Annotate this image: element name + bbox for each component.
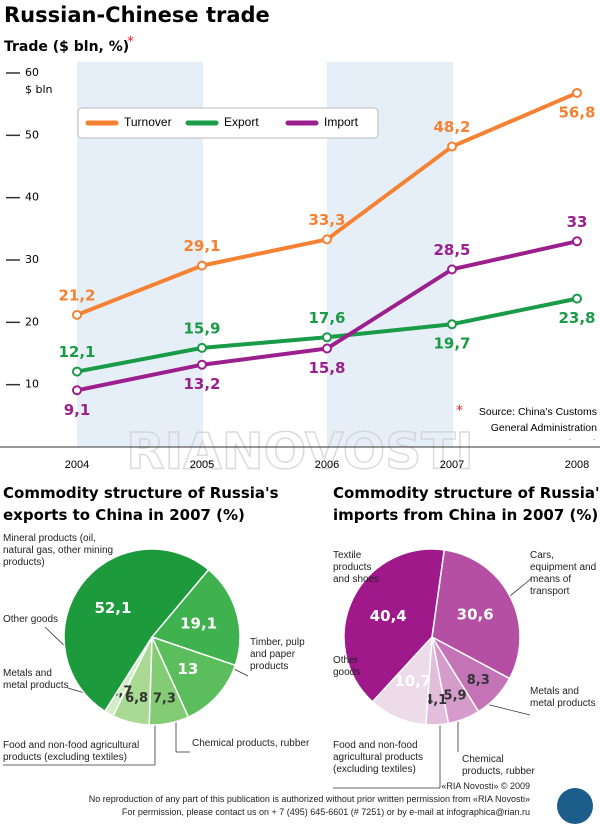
data-label: 13,2: [183, 375, 220, 393]
slice-label: Mineral products (oil, natural gas, othe…: [3, 533, 114, 568]
legend-label: Turnover: [124, 115, 172, 129]
point: [447, 319, 457, 330]
point: [322, 234, 332, 245]
data-label: 56,8: [558, 103, 595, 121]
footer-line: For permission, please contact us on + 7…: [121, 807, 530, 817]
data-label: 28,5: [433, 241, 470, 259]
point: [572, 236, 582, 247]
point: [572, 293, 582, 304]
slice-value: 8,3: [467, 673, 490, 688]
point: [572, 87, 582, 98]
footer-line: No reproduction of any part of this publ…: [88, 794, 530, 804]
point: [322, 343, 332, 354]
slice-value: 40,4: [370, 607, 407, 625]
legend-label: Import: [324, 115, 359, 129]
legend-label: Export: [224, 115, 259, 129]
data-label: 33,3: [308, 211, 345, 229]
x-tick-label: 2007: [440, 459, 464, 471]
point: [197, 359, 207, 370]
y-tick-label: 30: [25, 253, 39, 266]
slice-label: Textile products and shoes: [333, 550, 380, 585]
slice-value: 13: [177, 660, 198, 678]
slice-label: Food and non-food agricultural products …: [3, 740, 140, 763]
data-label: 23,8: [558, 309, 595, 327]
slice-value: 4,1: [424, 693, 447, 708]
x-tick-label: 2005: [190, 459, 214, 471]
slice: [63, 548, 210, 713]
data-label: 17,6: [308, 309, 345, 327]
slice-label: Other goods: [333, 655, 361, 678]
legend: [77, 107, 379, 139]
slice: [431, 549, 521, 680]
slice-value: 5,9: [444, 689, 467, 704]
data-label: 29,1: [183, 237, 220, 255]
x-tick-label: 2008: [565, 459, 589, 471]
slice-label: Metals and metal products: [530, 686, 596, 709]
slice: [150, 635, 237, 719]
slice-value: 52,1: [94, 599, 131, 617]
point: [72, 385, 82, 396]
source: Source: China's Customs General Administ…: [478, 406, 597, 440]
footnote-mark: *: [456, 403, 463, 419]
slice-label: Chemical products, rubber: [192, 738, 310, 749]
point: [322, 332, 332, 343]
slice-label: Metals and metal products: [3, 668, 69, 691]
point: [197, 342, 207, 353]
footer-line: «RIA Novosti» © 2009: [441, 781, 530, 791]
data-label: 19,7: [433, 335, 470, 353]
x-tick-label: 2006: [315, 459, 339, 471]
data-label: 9,1: [64, 401, 91, 419]
slice-label: Other goods: [3, 614, 59, 625]
point: [72, 366, 82, 377]
data-label: 15,9: [183, 319, 220, 337]
slice-label: Chemical products, rubber: [462, 754, 535, 777]
point: [197, 260, 207, 271]
y-tick-label: 50: [25, 128, 39, 141]
slice-label: Food and non-food agricultural products …: [333, 740, 424, 775]
pie-title: Commodity structure of Russia's imports …: [333, 484, 600, 524]
source-box: Source: China's Customs General Administ…: [478, 406, 597, 440]
data-label: 33: [567, 213, 588, 231]
data-label: 48,2: [433, 118, 470, 136]
point: [72, 309, 82, 320]
slice: [150, 568, 241, 667]
y-tick-label: 20: [25, 315, 39, 328]
slice-value: 10,7: [394, 672, 431, 690]
y-tick-label: 40: [25, 191, 39, 204]
slice-value: 30,6: [457, 606, 494, 624]
data-label: 15,8: [308, 359, 345, 377]
point: [447, 264, 457, 275]
y-tick-label: 10: [25, 378, 39, 391]
footnote-mark: *: [127, 34, 134, 50]
slice-label: Timber, pulp and paper products: [250, 637, 305, 672]
point: [447, 141, 457, 152]
page-title: Russian-Chinese trade: [4, 3, 270, 27]
data-label: 12,1: [58, 343, 95, 361]
x-tick-label: 2004: [65, 459, 89, 471]
data-label: 21,2: [58, 286, 95, 304]
slice-value: 19,1: [180, 614, 217, 632]
slice-value: 6,8: [125, 691, 148, 706]
slice-value: 7,3: [153, 692, 176, 707]
slice: [343, 548, 446, 703]
watermark: RIANOVOSTI: [126, 423, 474, 481]
y-unit: $ bln: [25, 83, 53, 96]
y-tick-label: 60: [25, 66, 39, 79]
slice-label: Cars, equipment and means of transport: [530, 550, 597, 597]
pie-title: Commodity structure of Russia's exports …: [3, 484, 279, 524]
chart-title: Trade ($ bln, %): [4, 39, 129, 55]
